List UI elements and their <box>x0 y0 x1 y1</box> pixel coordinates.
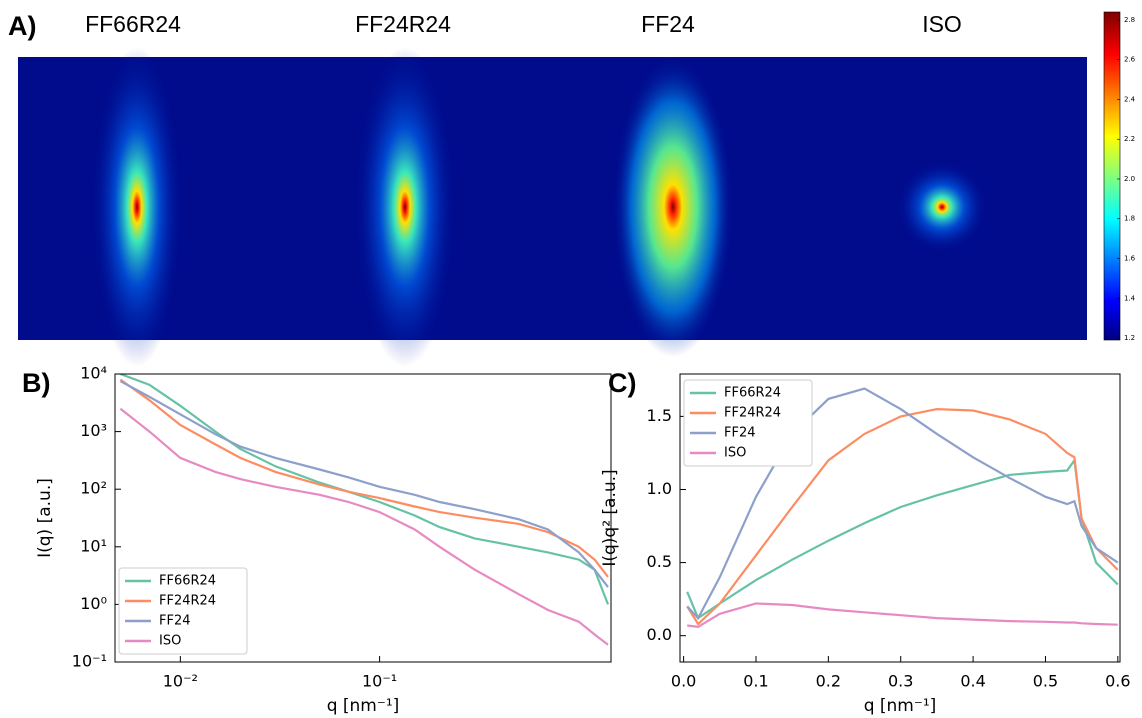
scattering-pattern <box>92 47 182 367</box>
legend: FF66R24 FF24R24 FF24 ISO <box>683 379 813 467</box>
scattering-pattern <box>355 47 455 367</box>
legend-label: FF66R24 <box>724 386 781 401</box>
panel-label: C) <box>608 368 637 398</box>
panel-title: FF24 <box>641 11 695 37</box>
colorbar-tick-label: 2.8 <box>1124 16 1135 24</box>
legend-label: FF24 <box>724 426 756 441</box>
y-tick-label: 1.5 <box>647 406 672 425</box>
colorbar-tick-label: 2.0 <box>1124 175 1135 183</box>
data-line <box>687 602 1118 629</box>
x-tick-label: 0.1 <box>743 672 768 691</box>
panel-label: B) <box>22 368 51 398</box>
legend-box <box>118 567 248 655</box>
colorbar-tick-label: 2.2 <box>1124 135 1135 143</box>
data-line <box>686 457 1119 620</box>
scattering-pattern <box>897 162 987 252</box>
y-tick-label: 10³ <box>80 421 107 440</box>
panel-title: ISO <box>922 11 962 37</box>
legend-box <box>683 379 813 467</box>
heatmap <box>18 11 1121 367</box>
y-tick-label: 10¹ <box>80 536 107 555</box>
legend-label: FF24R24 <box>724 406 781 421</box>
legend-label: FF24R24 <box>159 594 216 609</box>
x-tick-label: 0.5 <box>1033 672 1058 691</box>
x-axis-title: q [nm⁻¹] <box>327 696 400 716</box>
x-tick-label: 10⁻² <box>163 672 198 691</box>
colorbar <box>1103 11 1121 341</box>
plot-frame <box>679 373 1121 663</box>
legend: FF66R24 FF24R24 FF24 ISO <box>118 567 248 655</box>
y-axis-title: I(q) [a.u.] <box>35 478 55 558</box>
y-tick-label: 10⁴ <box>80 364 107 383</box>
scattering-pattern <box>613 57 733 357</box>
x-tick-label: 10⁻¹ <box>362 672 397 691</box>
legend-label: FF24 <box>159 614 191 629</box>
data-line <box>686 407 1119 626</box>
legend-label: ISO <box>159 634 181 649</box>
y-tick-label: 0.0 <box>647 625 672 644</box>
data-line <box>120 374 610 605</box>
x-axis-title: q [nm⁻¹] <box>864 696 937 716</box>
colorbar-tick-label: 2.6 <box>1124 56 1136 64</box>
x-tick-label: 0.4 <box>960 672 985 691</box>
x-tick-label: 0.3 <box>888 672 913 691</box>
data-line <box>119 380 609 588</box>
panel-label: A) <box>8 11 37 41</box>
plot-frame <box>114 373 612 663</box>
colorbar-tick-label: 1.6 <box>1124 254 1136 262</box>
y-tick-label: 10⁰ <box>80 594 107 613</box>
y-tick-label: 0.5 <box>647 552 672 571</box>
y-axis-title: I(q)q² [a.u.] <box>600 469 620 566</box>
y-tick-label: 10⁻¹ <box>72 652 107 671</box>
data-line <box>119 378 609 578</box>
panel-title: FF24R24 <box>355 11 451 37</box>
x-tick-label: 0.2 <box>816 672 841 691</box>
colorbar-tick-label: 1.2 <box>1124 334 1135 342</box>
colorbar-tick-label: 1.4 <box>1124 294 1136 302</box>
x-tick-label: 0.0 <box>671 672 696 691</box>
panel-title: FF66R24 <box>85 11 181 37</box>
data-line <box>686 387 1119 620</box>
y-tick-label: 1.0 <box>647 479 672 498</box>
legend-label: FF66R24 <box>159 574 216 589</box>
colorbar-tick-label: 1.8 <box>1124 215 1135 223</box>
colorbar-tick-label: 2.4 <box>1124 95 1136 103</box>
legend-label: ISO <box>724 446 746 461</box>
y-tick-label: 10² <box>80 479 107 498</box>
x-tick-label: 0.6 <box>1105 672 1130 691</box>
data-line <box>119 407 609 646</box>
